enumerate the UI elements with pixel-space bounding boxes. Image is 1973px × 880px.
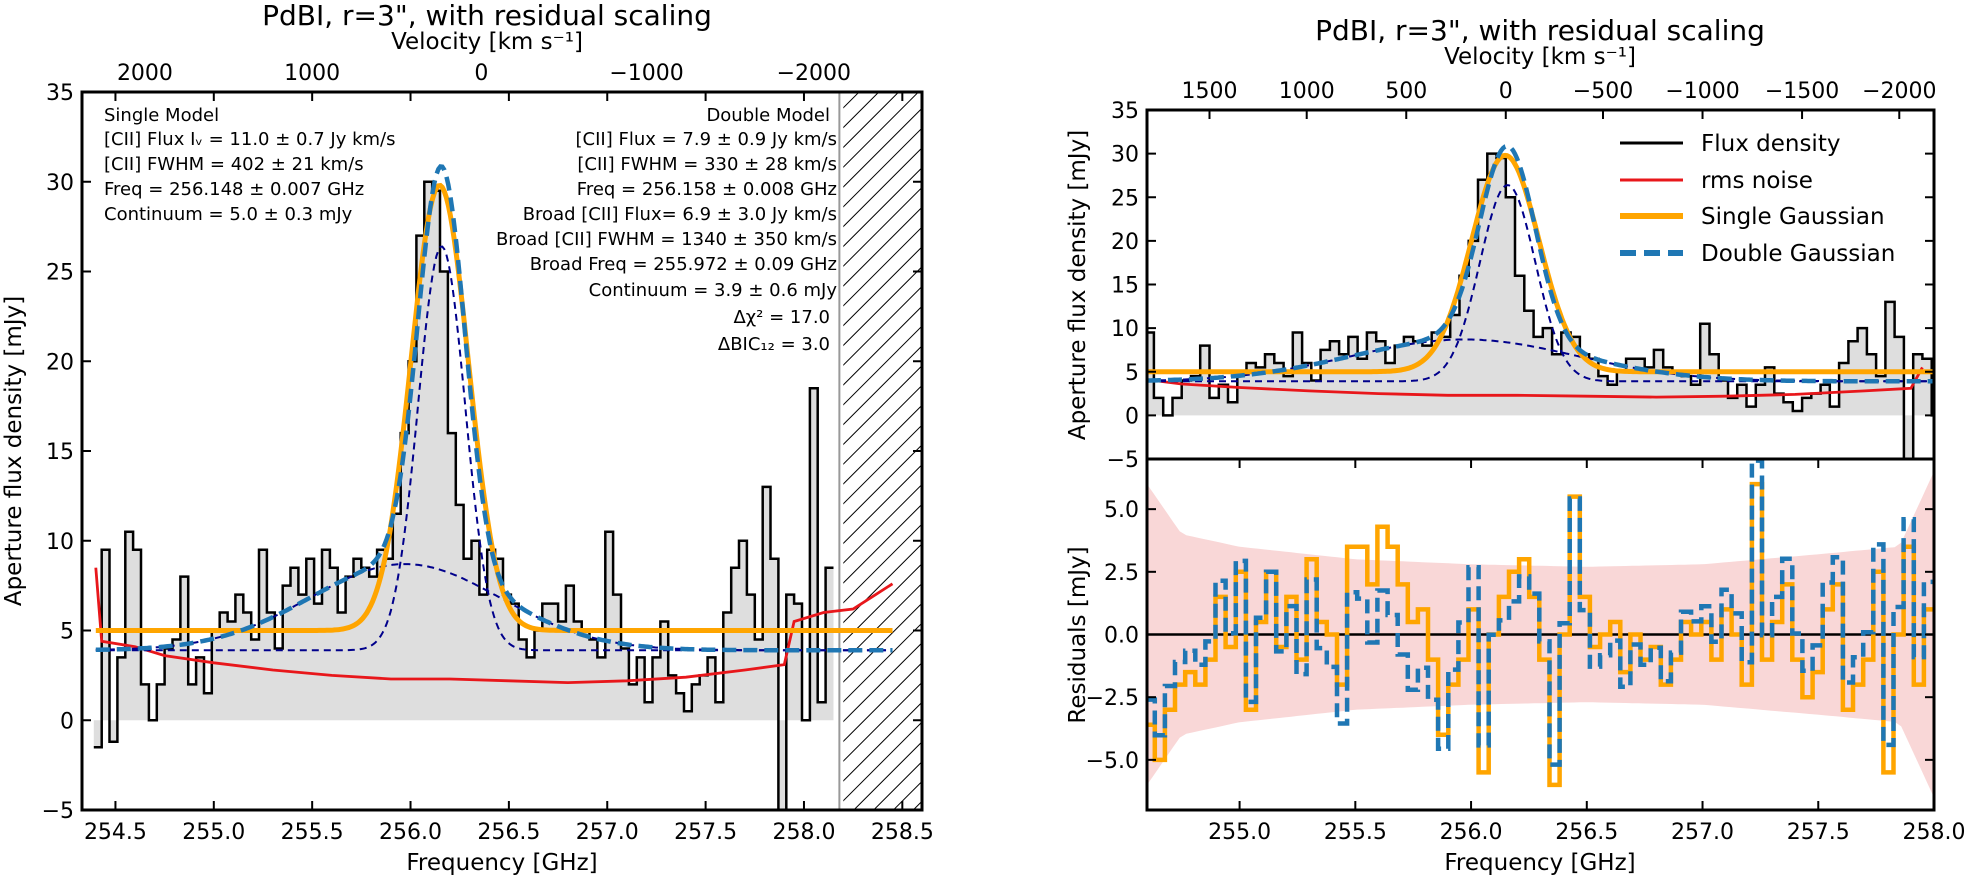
rb-y-tick-label-2: 0.0 <box>1104 624 1139 649</box>
rt-y-tick-label-4: 15 <box>1111 274 1139 299</box>
rt-top-tick-label-5: 500 <box>1385 79 1427 104</box>
double-ann-6: Broad Freq = 255.972 ± 0.09 GHz <box>530 254 837 275</box>
legend: Flux density rms noise Single Gaussian D… <box>1620 131 1895 267</box>
right-title: PdBI, r=3", with residual scaling <box>1315 14 1765 47</box>
single-ann-4: Continuum = 5.0 ± 0.3 mJy <box>104 204 353 225</box>
flagged-region <box>843 92 922 810</box>
left-panel: 254.5 255.0 255.5 256.0 256.5 257.0 257.5 258.0… <box>42 61 934 845</box>
rt-y-tick-label-6: 25 <box>1111 186 1139 211</box>
single-ann-3: Freq = 256.148 ± 0.007 GHz <box>104 179 364 200</box>
right-bottom-y-axis-label: Residuals [mJy] <box>1065 546 1091 723</box>
rb-x-tick-label-1: 255.5 <box>1324 820 1387 845</box>
left-x-tick-label-7: 258.0 <box>772 820 835 845</box>
rt-flux-density-series <box>1147 152 1934 459</box>
rt-top-tick-label-2: −1000 <box>1665 79 1739 104</box>
left-y-tick-label-2: 5 <box>60 620 74 645</box>
right-bottom-panel: −5.0 −2.5 0.0 2.5 5.0 255.0 255.5 256.0 256.5 257… <box>1086 457 1966 845</box>
rms-noise-series <box>94 567 894 685</box>
double-ann-7: Continuum = 3.9 ± 0.6 mJy <box>589 280 838 301</box>
legend-label-single: Single Gaussian <box>1701 204 1885 230</box>
legend-label-double: Double Gaussian <box>1701 241 1895 267</box>
legend-label-flux: Flux density <box>1701 131 1840 157</box>
double-ann-1: [CII] Flux = 7.9 ± 0.9 Jy km/s <box>576 129 837 150</box>
left-title: PdBI, r=3", with residual scaling <box>262 0 712 32</box>
right-top-plot-area <box>1147 143 1934 459</box>
left-top-tick-label-0: −2000 <box>777 61 851 86</box>
flux-fill <box>93 181 834 810</box>
left-y-tick-label-0: −5 <box>42 799 74 824</box>
rt-top-tick-label-7: 1500 <box>1181 79 1237 104</box>
left-y-tick-label-8: 35 <box>46 81 74 106</box>
left-plot-area <box>93 92 922 810</box>
rt-y-tick-label-7: 30 <box>1111 143 1139 168</box>
right-x-axis-label: Frequency [GHz] <box>1444 850 1635 876</box>
single-ann-1: [CII] Flux Iᵥ = 11.0 ± 0.7 Jy km/s <box>104 129 395 150</box>
rt-top-tick-label-1: −1500 <box>1765 79 1839 104</box>
double-model-annotation: Double Model [CII] Flux = 7.9 ± 0.9 Jy k… <box>496 105 837 355</box>
rt-y-tick-label-5: 20 <box>1111 230 1139 255</box>
rt-flux-fill <box>1147 153 1934 459</box>
left-y-tick-label-6: 25 <box>46 261 74 286</box>
double-ann-3: Freq = 256.158 ± 0.008 GHz <box>577 179 837 200</box>
left-top-tick-label-1: −1000 <box>609 61 683 86</box>
left-y-tick-label-4: 15 <box>46 440 74 465</box>
rb-x-tick-label-5: 257.5 <box>1787 820 1850 845</box>
rt-y-tick-label-3: 10 <box>1111 317 1139 342</box>
left-x-tick-label-6: 257.5 <box>674 820 737 845</box>
rb-x-tick-label-4: 257.0 <box>1671 820 1734 845</box>
left-x-tick-label-2: 255.5 <box>281 820 344 845</box>
left-top-tick-label-3: 1000 <box>284 61 340 86</box>
left-y-axis-label: Aperture flux density [mJy] <box>1 296 27 606</box>
left-top-tick-label-2: 0 <box>474 61 488 86</box>
rt-rms-noise-series <box>1147 366 1924 399</box>
single-ann-2: [CII] FWHM = 402 ± 21 km/s <box>104 154 364 175</box>
left-x-tick-label-0: 254.5 <box>84 820 147 845</box>
left-x-tick-label-5: 257.0 <box>576 820 639 845</box>
left-x-tick-label-1: 255.0 <box>182 820 245 845</box>
rt-top-tick-label-3: −500 <box>1573 79 1633 104</box>
rt-y-tick-label-2: 5 <box>1125 361 1139 386</box>
left-y-tick-label-3: 10 <box>46 530 74 555</box>
rb-y-tick-label-3: 2.5 <box>1104 561 1139 586</box>
left-y-tick-label-1: 0 <box>60 709 74 734</box>
rt-y-tick-label-1: 0 <box>1125 404 1139 429</box>
rt-top-tick-label-6: 1000 <box>1279 79 1335 104</box>
rb-x-tick-label-3: 256.5 <box>1555 820 1618 845</box>
left-x-tick-label-3: 256.0 <box>379 820 442 845</box>
double-ann-0: Double Model <box>706 105 830 126</box>
single-model-annotation: Single Model [CII] Flux Iᵥ = 11.0 ± 0.7 … <box>104 105 395 225</box>
rb-x-tick-label-2: 256.0 <box>1440 820 1503 845</box>
rt-y-tick-label-8: 35 <box>1111 99 1139 124</box>
double-ann-5: Broad [CII] FWHM = 1340 ± 350 km/s <box>496 229 837 250</box>
rb-y-tick-label-0: −5.0 <box>1086 749 1139 774</box>
right-top-y-axis-label: Aperture flux density [mJy] <box>1065 130 1091 440</box>
left-y-tick-label-7: 30 <box>46 171 74 196</box>
rb-x-tick-label-0: 255.0 <box>1208 820 1271 845</box>
left-x-axis-label: Frequency [GHz] <box>406 850 597 876</box>
rb-y-tick-label-1: −2.5 <box>1086 686 1139 711</box>
double-ann-9: ΔBIC₁₂ = 3.0 <box>718 334 830 355</box>
left-top-axis-label: Velocity [km s⁻¹] <box>391 29 583 55</box>
legend-label-rms: rms noise <box>1701 168 1813 194</box>
rb-x-tick-label-6: 258.0 <box>1903 820 1966 845</box>
left-x-tick-label-8: 258.5 <box>871 820 934 845</box>
rb-y-tick-label-4: 5.0 <box>1104 498 1139 523</box>
double-ann-2: [CII] FWHM = 330 ± 28 km/s <box>577 154 837 175</box>
double-ann-4: Broad [CII] Flux= 6.9 ± 3.0 Jy km/s <box>523 204 837 225</box>
double-gaussian-series <box>95 164 893 653</box>
left-top-tick-label-4: 2000 <box>117 61 173 86</box>
rt-y-tick-label-0: −5 <box>1107 448 1139 473</box>
double-residual-series <box>1147 459 1934 767</box>
double-ann-8: Δχ² = 17.0 <box>733 307 830 328</box>
rt-top-tick-label-4: 0 <box>1499 79 1513 104</box>
left-y-tick-label-5: 20 <box>46 350 74 375</box>
right-top-panel: −5 0 5 10 15 20 25 30 35 −2000 −1500 −1000 −500 0 500 1… <box>1107 79 1937 473</box>
rt-top-tick-label-0: −2000 <box>1862 79 1936 104</box>
right-top-axis-label: Velocity [km s⁻¹] <box>1444 44 1636 70</box>
rt-double-gaussian-series <box>1147 143 1934 384</box>
right-bottom-plot-area <box>1147 459 1934 798</box>
single-ann-0: Single Model <box>104 105 219 126</box>
left-x-tick-label-4: 256.5 <box>477 820 540 845</box>
